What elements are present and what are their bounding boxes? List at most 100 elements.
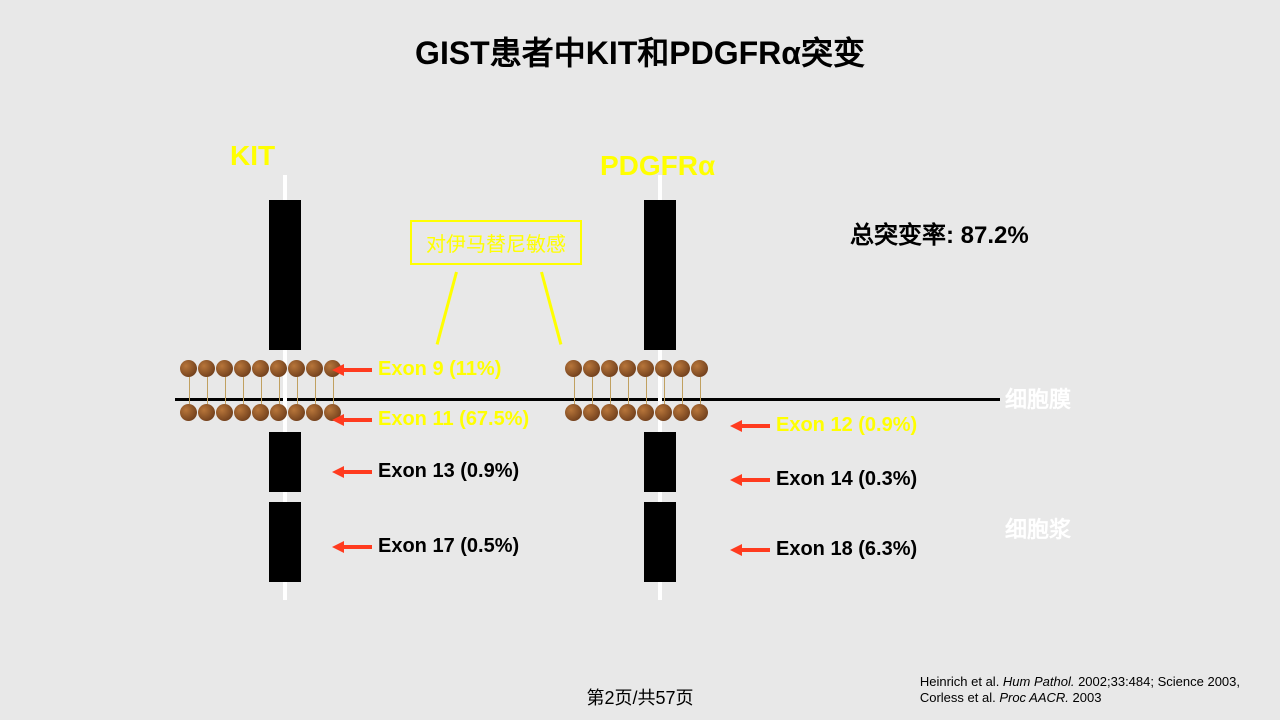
- lipid-tail: [646, 390, 647, 404]
- lipid-bead: [601, 360, 618, 377]
- lipid-bead: [198, 360, 215, 377]
- lipid-bead: [619, 404, 636, 421]
- lipid-bead: [637, 360, 654, 377]
- exon-label: Exon 11 (67.5%): [332, 408, 529, 431]
- lipid-tail: [646, 377, 647, 391]
- exon-arrow-icon: [730, 419, 770, 433]
- lipid-bead: [180, 404, 197, 421]
- lipid-bead: [583, 360, 600, 377]
- lipid-tail: [628, 390, 629, 404]
- membrane-label: 细胞膜: [1005, 382, 1071, 414]
- lipid-tail: [315, 390, 316, 404]
- exon-label: Exon 18 (6.3%): [730, 538, 917, 561]
- lipid-tail: [225, 377, 226, 391]
- exon-label: Exon 13 (0.9%): [332, 460, 519, 483]
- lipid-tail: [574, 390, 575, 404]
- receptor-domain-pdgfra: [644, 502, 676, 582]
- lipid-bead: [601, 404, 618, 421]
- exon-label: Exon 17 (0.5%): [332, 535, 519, 558]
- lipid-beads: [180, 404, 342, 424]
- lipid-tail: [664, 377, 665, 391]
- lipid-tail: [297, 377, 298, 391]
- receptor-domain-kit: [269, 432, 301, 492]
- lipid-bead: [252, 360, 269, 377]
- lipid-tail: [207, 390, 208, 404]
- receptor-domain-pdgfra: [644, 200, 676, 350]
- lipid-bead: [252, 404, 269, 421]
- lipid-tail: [279, 390, 280, 404]
- lipid-beads: [565, 404, 709, 424]
- lipid-tail: [700, 390, 701, 404]
- exon-text: Exon 11 (67.5%): [378, 408, 529, 430]
- lipid-bead: [637, 404, 654, 421]
- lipid-bead: [198, 404, 215, 421]
- lipid-bead: [565, 360, 582, 377]
- slide-title: GIST患者中KIT和PDGFRα突变: [0, 28, 1280, 74]
- receptor-domain-kit: [269, 502, 301, 582]
- lipid-bead: [619, 360, 636, 377]
- lipid-tail: [315, 377, 316, 391]
- lipid-tail: [682, 390, 683, 404]
- lipid-tail: [610, 390, 611, 404]
- exon-text: Exon 18 (6.3%): [776, 538, 917, 560]
- imatinib-sensitive-box: 对伊马替尼敏感: [410, 220, 582, 265]
- lipid-bead: [691, 360, 708, 377]
- exon-arrow-icon: [332, 540, 372, 554]
- exon-arrow-icon: [730, 473, 770, 487]
- lipid-beads: [565, 360, 709, 380]
- receptor-label-kit: KIT: [230, 140, 275, 172]
- exon-arrow-icon: [332, 363, 372, 377]
- lipid-bead: [306, 360, 323, 377]
- lipid-tail: [574, 377, 575, 391]
- lipid-tail: [261, 390, 262, 404]
- lipid-tail: [664, 390, 665, 404]
- lipid-bead: [288, 360, 305, 377]
- exon-arrow-icon: [332, 465, 372, 479]
- lipid-bead: [306, 404, 323, 421]
- lipid-tail: [243, 377, 244, 391]
- lipid-tail: [189, 390, 190, 404]
- exon-label: Exon 14 (0.3%): [730, 468, 917, 491]
- lipid-bead: [216, 404, 233, 421]
- lipid-bead: [216, 360, 233, 377]
- lipid-tail: [261, 377, 262, 391]
- lipid-tail: [610, 377, 611, 391]
- exon-text: Exon 17 (0.5%): [378, 535, 519, 557]
- lipid-tail: [279, 377, 280, 391]
- lipid-bead: [288, 404, 305, 421]
- citation: Heinrich et al. Hum Pathol. 2002;33:484;…: [920, 674, 1240, 707]
- lipid-bead: [565, 404, 582, 421]
- exon-arrow-icon: [332, 413, 372, 427]
- lipid-bead: [655, 404, 672, 421]
- receptor-domain-kit: [269, 200, 301, 350]
- lipid-tail: [628, 377, 629, 391]
- lipid-tail: [207, 377, 208, 391]
- lipid-bead: [270, 360, 287, 377]
- lipid-tail: [333, 390, 334, 404]
- lipid-tail: [297, 390, 298, 404]
- lipid-bead: [180, 360, 197, 377]
- lipid-tail: [592, 390, 593, 404]
- lipid-bead: [234, 404, 251, 421]
- lipid-tail: [700, 377, 701, 391]
- lipid-tail: [225, 390, 226, 404]
- exon-text: Exon 14 (0.3%): [776, 468, 917, 490]
- lipid-bead: [673, 360, 690, 377]
- lipid-bead: [234, 360, 251, 377]
- lipid-bead: [655, 360, 672, 377]
- sensitive-pointer: [436, 272, 458, 345]
- lipid-tail: [189, 377, 190, 391]
- exon-text: Exon 12 (0.9%): [776, 414, 917, 436]
- exon-label: Exon 9 (11%): [332, 358, 501, 381]
- exon-text: Exon 13 (0.9%): [378, 460, 519, 482]
- cytoplasm-label: 细胞浆: [1005, 512, 1071, 544]
- sensitive-pointer: [540, 272, 562, 345]
- exon-label: Exon 12 (0.9%): [730, 414, 917, 437]
- lipid-tail: [592, 377, 593, 391]
- lipid-tail: [243, 390, 244, 404]
- overall-mutation-rate: 总突变率: 87.2%: [850, 215, 1029, 250]
- exon-arrow-icon: [730, 543, 770, 557]
- lipid-bead: [583, 404, 600, 421]
- lipid-tail: [682, 377, 683, 391]
- lipid-bead: [691, 404, 708, 421]
